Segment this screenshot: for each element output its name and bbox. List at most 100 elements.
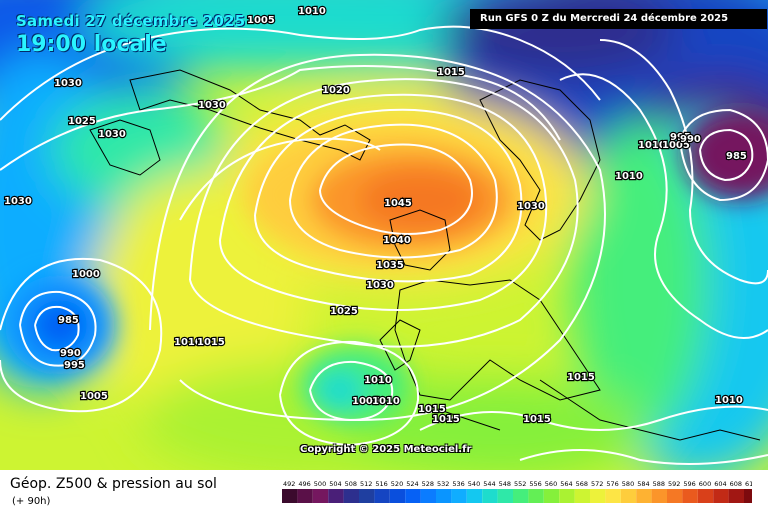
isobar-labels: 1005 1010 1030 1025 1030 1030 1020 1015 …	[3, 5, 748, 426]
isobar-label: 1005	[662, 140, 690, 151]
scale-tick-label: 508	[345, 480, 357, 488]
scale-swatch	[513, 489, 529, 503]
scale-swatch	[528, 489, 544, 503]
isobar-label: 1030	[98, 129, 126, 140]
isobar-label: 1030	[517, 201, 545, 212]
scale-tick-label: 540	[468, 480, 480, 488]
scale-tick-label: 572	[591, 480, 603, 488]
scale-tick-label: 492	[283, 480, 295, 488]
isobar-label: 1015	[437, 67, 465, 78]
scale-swatch	[636, 489, 652, 503]
scale-swatch	[343, 489, 359, 503]
isobar-label: 1025	[330, 306, 358, 317]
isobar-label: 1015	[197, 337, 225, 348]
scale-swatch	[297, 489, 313, 503]
isobar-label: 1015	[432, 414, 460, 425]
isobar-label: 1005	[80, 391, 108, 402]
scale-tick-label: 556	[529, 480, 541, 488]
scale-tick-label: 524	[406, 480, 418, 488]
scale-tick-label: 608	[730, 480, 742, 488]
scale-tick-label: 528	[422, 480, 434, 488]
scale-swatch	[543, 489, 560, 503]
isobar-label: 1005	[352, 396, 380, 407]
scale-tick-label: 612	[745, 480, 752, 488]
scale-swatch	[405, 489, 421, 503]
scale-tick-label: 516	[375, 480, 387, 488]
scale-swatch	[436, 489, 452, 503]
scale-tick-label: 560	[545, 480, 557, 488]
scale-swatch	[651, 489, 667, 503]
scale-swatch	[482, 489, 498, 503]
scale-tick-label: 592	[668, 480, 680, 488]
isobar-label: 1010	[715, 395, 743, 406]
scale-tick-label: 584	[637, 480, 649, 488]
scale-swatch	[590, 489, 606, 503]
scale-swatch	[497, 489, 513, 503]
scale-tick-label: 500	[314, 480, 326, 488]
scale-tick-label: 532	[437, 480, 449, 488]
scale-swatch	[605, 489, 621, 503]
scale-tick-label: 548	[499, 480, 511, 488]
isobar-label: 1010	[298, 6, 326, 17]
forecast-date: Samedi 27 décembre 2025	[16, 12, 246, 30]
isobar-label: 1015	[523, 414, 551, 425]
scale-swatch	[697, 489, 714, 503]
scale-tick-label: 604	[714, 480, 726, 488]
isobar-label: 1020	[322, 85, 350, 96]
scale-tick-label: 580	[622, 480, 634, 488]
scale-swatch	[374, 489, 390, 503]
scale-tick-label: 564	[560, 480, 572, 488]
isobar-label: 1030	[366, 280, 394, 291]
isobar-label: 985	[58, 315, 79, 326]
scale-swatch	[728, 489, 744, 503]
color-scale: 492 496 500 504 508 512 516 520 524 528 532 536 540 5…	[282, 480, 752, 503]
legend-subtitle: (+ 90h)	[12, 496, 51, 507]
isobar-label: 985	[726, 151, 747, 162]
forecast-time: 19:00 locale	[16, 32, 167, 57]
isobar-label: 995	[64, 360, 85, 371]
scale-tick-label: 576	[606, 480, 618, 488]
scale-tick-label: 588	[653, 480, 665, 488]
scale-swatch	[713, 489, 729, 503]
legend-title: Géop. Z500 & pression au sol	[10, 476, 217, 492]
isobar-label: 1030	[198, 100, 226, 111]
isobar-label: 1045	[384, 198, 412, 209]
isobar-label: 995	[670, 132, 691, 143]
scale-tick-label: 496	[298, 480, 310, 488]
isobar-label: 1030	[54, 78, 82, 89]
isobar-label: 1015	[567, 372, 595, 383]
isobar-label: 1025	[68, 116, 96, 127]
isobar-label: 1035	[376, 260, 404, 271]
isobar-label: 990	[680, 134, 701, 145]
color-field: 1005 1010 1030 1025 1030 1030 1020 1015 …	[0, 0, 768, 470]
scale-tick-label: 568	[576, 480, 588, 488]
scale-swatch	[328, 489, 344, 503]
isobar-label: 1010	[638, 140, 666, 151]
copyright-notice: Copyright © 2025 Meteociel.fr	[300, 444, 472, 455]
isobar-label: 1010	[615, 171, 643, 182]
scale-tick-label: 520	[391, 480, 403, 488]
scale-swatch	[420, 489, 436, 503]
scale-swatch	[466, 489, 483, 503]
isobar-label: 1005	[247, 15, 275, 26]
isobar-lines	[0, 25, 768, 465]
scale-tick-label: 600	[699, 480, 711, 488]
scale-swatch	[682, 489, 698, 503]
scale-tick-label: 504	[329, 480, 341, 488]
isobar-label: 1010	[364, 375, 392, 386]
geopotential-field-map: 1005 1010 1030 1025 1030 1030 1020 1015 …	[0, 0, 768, 470]
scale-tick-label: 536	[452, 480, 464, 488]
isobar-label: 1030	[4, 196, 32, 207]
scale-swatch	[282, 489, 298, 503]
scale-swatch	[312, 489, 329, 503]
scale-swatch	[744, 489, 752, 503]
scale-tick-label: 544	[483, 480, 495, 488]
scale-swatch	[451, 489, 467, 503]
isobar-label: 990	[60, 348, 81, 359]
scale-swatch	[359, 489, 375, 503]
scale-swatch	[667, 489, 683, 503]
scale-swatch	[574, 489, 590, 503]
isobar-label: 1010	[372, 396, 400, 407]
scale-swatch	[620, 489, 637, 503]
